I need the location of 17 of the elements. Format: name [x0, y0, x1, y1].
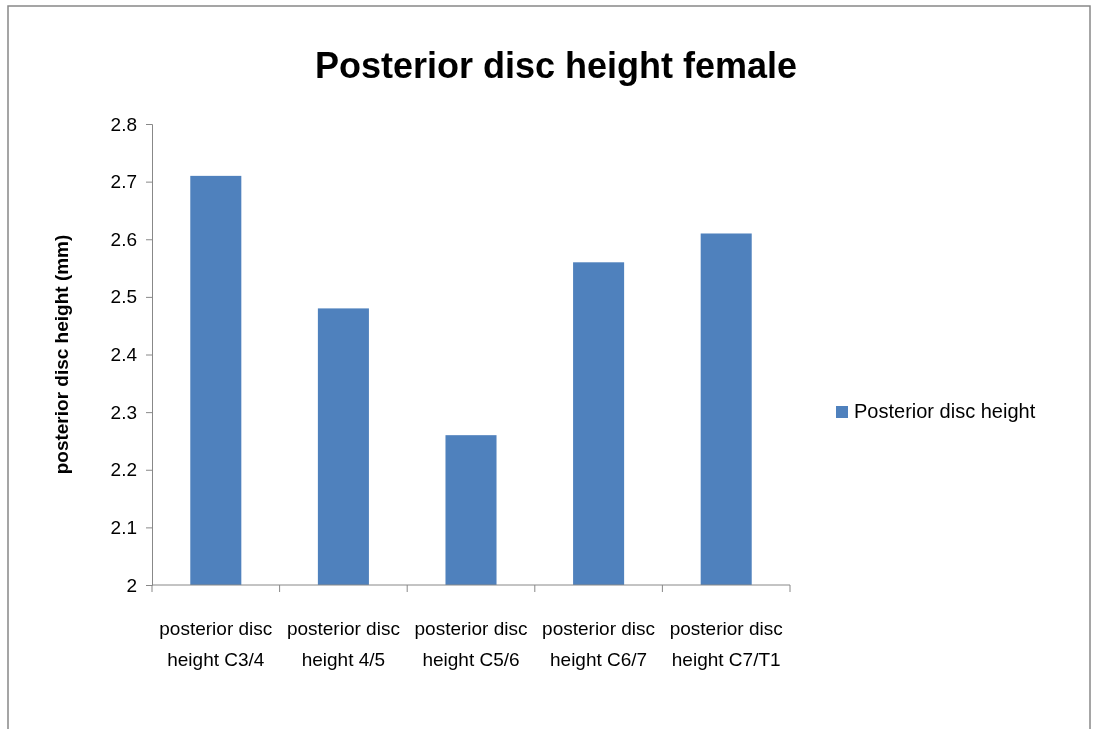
- x-tick-label: posterior disc height C5/6: [414, 618, 528, 670]
- y-tick-label: 2.5: [110, 286, 137, 308]
- y-tick-label: 2.2: [110, 459, 137, 481]
- y-tick-label: 2.1: [110, 516, 137, 538]
- y-tick-label: 2.7: [110, 171, 137, 193]
- y-tick-label: 2.8: [110, 113, 137, 135]
- y-axis-title: posterior disc height (mm): [51, 234, 72, 475]
- legend-label: Posterior disc height: [854, 400, 1036, 422]
- x-tick-label: posterior disc height C6/7: [542, 618, 656, 670]
- x-tick-label: posterior disc height 4/5: [286, 618, 400, 670]
- chart-title: Posterior disc height female: [314, 45, 798, 86]
- y-tick-label: 2.6: [110, 228, 137, 250]
- x-tick-label: posterior disc height C3/4: [159, 618, 273, 670]
- x-tick-label: posterior disc height C7/T1: [669, 618, 783, 670]
- y-tick-label: 2.4: [110, 344, 138, 366]
- y-tick-label: 2.3: [110, 401, 137, 423]
- y-tick-label: 2: [126, 574, 137, 596]
